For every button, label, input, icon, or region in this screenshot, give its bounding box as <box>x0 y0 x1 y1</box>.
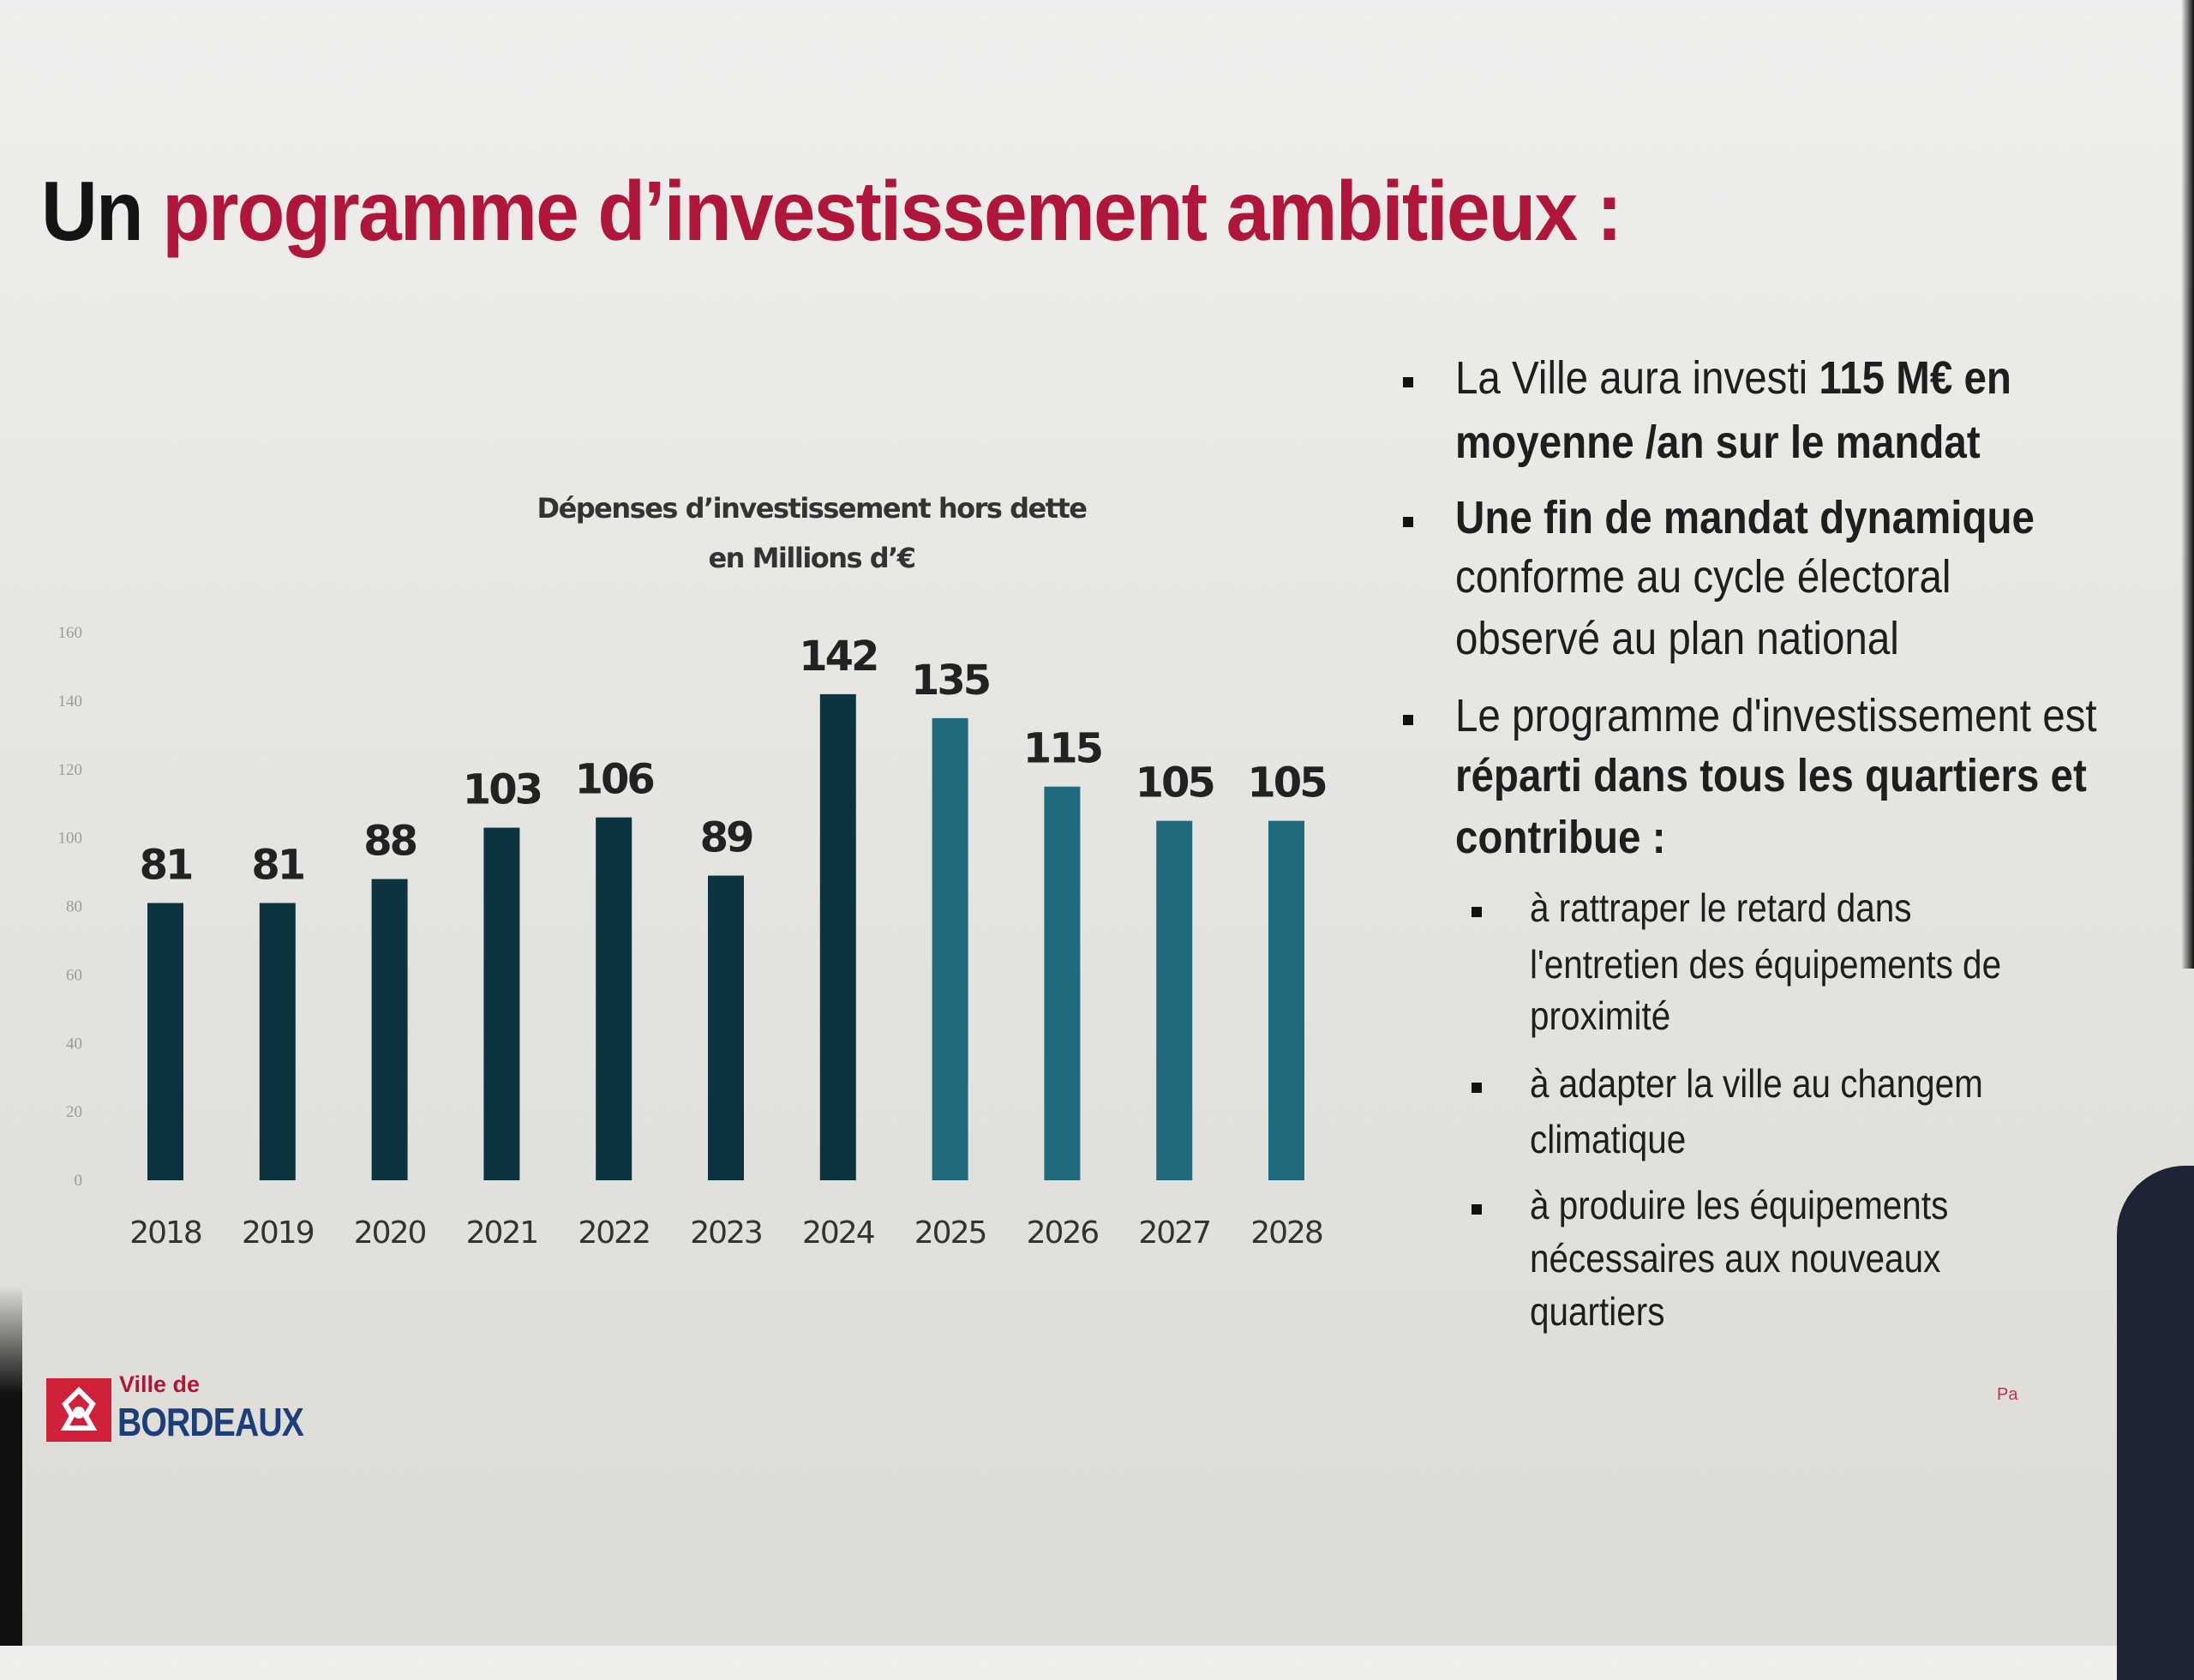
y-tick-label: 60 <box>66 966 82 984</box>
data-label-2027: 105 <box>1136 759 1214 807</box>
bullet-text: à rattraper le retard dans <box>1530 885 1912 930</box>
data-label-2024: 142 <box>799 633 877 681</box>
bullet-line: nécessaires aux nouveaux <box>1530 1235 1940 1281</box>
title-highlight: programme d’investissement ambitieux : <box>162 164 1622 258</box>
bar-chart: 0 20 40 60 80 100 120 140 160 81 2018 81 2019 88 2020 1… <box>58 624 1329 1251</box>
bar-2025 <box>932 717 968 1180</box>
bullet-icon <box>1403 517 1413 527</box>
bullet-line: proximité <box>1530 993 1670 1039</box>
bar-2027 <box>1156 820 1193 1180</box>
x-tick-label: 2020 <box>354 1215 426 1251</box>
bullet-text: contribue : <box>1455 812 1666 863</box>
bullet-line: La Ville aura investi 115 M€ en <box>1455 351 2011 405</box>
data-label-2018: 81 <box>140 842 192 890</box>
page-number: Pa <box>1997 1385 2018 1404</box>
data-label-2019: 81 <box>251 842 303 890</box>
bullet-icon <box>1403 715 1413 725</box>
bullet-line: moyenne /an sur le mandat <box>1455 416 1981 469</box>
bullet-text: quartiers <box>1530 1289 1665 1334</box>
bullet-text: moyenne /an sur le mandat <box>1455 417 1981 468</box>
bar-2028 <box>1268 820 1304 1180</box>
chart-subtitle: en Millions d’€ <box>708 542 916 574</box>
bullet-line: climatique <box>1530 1116 1686 1162</box>
chart-title: Dépenses d’investissement hors dette <box>537 492 1088 525</box>
logo-text-ville: Ville de <box>119 1371 201 1397</box>
bordeaux-logo-icon <box>46 1378 111 1442</box>
screen-edge-right <box>2181 0 2194 969</box>
data-label-2026: 115 <box>1023 725 1102 773</box>
bullet-icon <box>1403 377 1413 387</box>
data-label-2021: 103 <box>463 766 541 814</box>
bar-2026 <box>1044 786 1081 1180</box>
bullet-line: contribue : <box>1455 811 1666 864</box>
x-tick-label: 2022 <box>578 1215 650 1251</box>
bullet-text: l'entretien des équipements de <box>1530 942 2002 987</box>
logo-text-bordeaux: BORDEAUX <box>117 1400 304 1444</box>
y-tick-label: 20 <box>66 1103 82 1121</box>
bullet-line: à produire les équipements <box>1530 1182 1948 1228</box>
bullet-text: proximité <box>1530 993 1671 1038</box>
bullet-text: Une fin de mandat dynamique <box>1455 492 2035 543</box>
title-prefix: Un <box>41 164 163 258</box>
y-tick-label: 0 <box>75 1172 83 1190</box>
bullet-line: à adapter la ville au changem <box>1530 1060 1983 1107</box>
bullet-text: Le programme d'investissement est <box>1455 690 2097 741</box>
y-tick-label: 40 <box>66 1035 82 1053</box>
bar-2020 <box>371 879 408 1180</box>
bullet-text: conforme au cycle électoral <box>1455 551 1951 603</box>
bullet-line: Le programme d'investissement est <box>1455 689 2097 742</box>
data-label-2023: 89 <box>700 814 752 862</box>
bullet-line: quartiers <box>1530 1288 1664 1335</box>
x-tick-label: 2025 <box>914 1215 986 1251</box>
bullet-text: à adapter la ville au changem <box>1530 1061 1983 1106</box>
bullet-icon <box>1472 1083 1482 1093</box>
bullet-line: conforme au cycle électoral <box>1455 550 1951 603</box>
bullet-line: à rattraper le retard dans <box>1530 885 1912 931</box>
y-tick-label: 140 <box>58 693 83 711</box>
presenter-silhouette <box>2117 1166 2194 1680</box>
bar-2019 <box>259 903 296 1180</box>
y-tick-label: 100 <box>58 830 83 848</box>
bullet-text: climatique <box>1530 1117 1687 1161</box>
bullet-line: l'entretien des équipements de <box>1530 941 2001 987</box>
y-tick-label: 80 <box>66 898 82 916</box>
bar-2024 <box>819 693 856 1180</box>
bullet-text: réparti dans tous les quartiers et <box>1455 750 2087 801</box>
data-label-2025: 135 <box>911 657 990 705</box>
bar-2021 <box>483 827 520 1180</box>
x-tick-label: 2019 <box>242 1215 314 1251</box>
x-tick-label: 2024 <box>802 1215 874 1251</box>
bullet-icon <box>1472 907 1482 917</box>
bullet-line: Une fin de mandat dynamique <box>1455 491 2035 544</box>
bar-2022 <box>596 817 632 1180</box>
data-label-2028: 105 <box>1247 759 1326 807</box>
x-tick-label: 2021 <box>466 1215 538 1251</box>
x-tick-label: 2028 <box>1250 1215 1322 1251</box>
x-tick-label: 2023 <box>690 1215 762 1251</box>
data-label-2022: 106 <box>575 756 654 804</box>
y-tick-label: 160 <box>58 624 83 642</box>
bullet-text: observé au plan national <box>1455 613 1899 664</box>
bar-2023 <box>708 875 744 1180</box>
bullet-line: réparti dans tous les quartiers et <box>1455 749 2087 802</box>
slide-title: Un programme d’investissement ambitieux … <box>41 163 1622 260</box>
bullet-text: nécessaires aux nouveaux <box>1530 1236 1941 1281</box>
bullet-text: 115 M€ en <box>1819 352 2011 404</box>
screen-edge <box>0 1286 22 1646</box>
bullet-text: à produire les équipements <box>1530 1183 1949 1227</box>
y-tick-label: 120 <box>58 761 83 779</box>
bullet-line: observé au plan national <box>1455 612 1899 665</box>
x-tick-label: 2026 <box>1027 1215 1099 1251</box>
x-tick-label: 2027 <box>1138 1215 1210 1251</box>
data-label-2020: 88 <box>363 818 416 866</box>
bar-2018 <box>147 903 183 1180</box>
bullet-icon <box>1472 1204 1482 1215</box>
bullet-text: La Ville aura investi <box>1455 352 1819 404</box>
x-tick-label: 2018 <box>129 1215 201 1251</box>
